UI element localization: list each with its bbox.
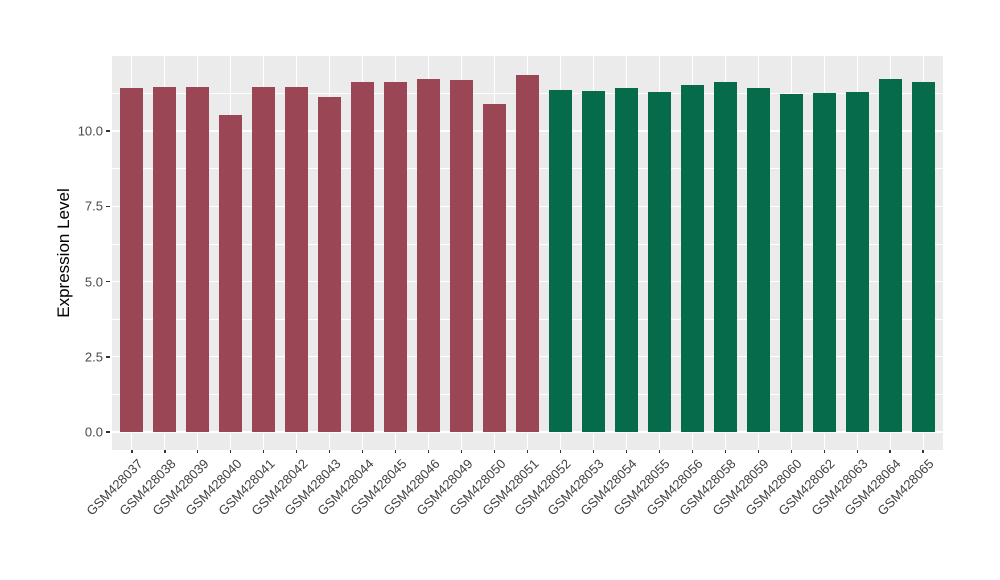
y-tick <box>106 356 110 358</box>
bar-GSM428054 <box>614 87 638 432</box>
x-tick <box>427 450 430 453</box>
x-tick <box>526 450 529 453</box>
bar-GSM428042 <box>285 87 309 432</box>
x-tick <box>691 450 694 453</box>
x-tick <box>493 450 496 453</box>
y-tick-label-5.0: 5.0 <box>84 274 103 290</box>
x-tick <box>295 450 298 453</box>
x-tick <box>262 450 265 453</box>
x-tick <box>625 450 628 453</box>
bar-GSM428049 <box>450 79 474 432</box>
x-tick <box>328 450 331 453</box>
y-tick-label-10.0: 10.0 <box>77 123 103 139</box>
bar-GSM428062 <box>812 93 836 432</box>
bar-GSM428039 <box>186 86 210 432</box>
y-tick <box>106 205 110 208</box>
x-tick <box>131 450 133 453</box>
x-tick <box>229 450 232 453</box>
bar-GSM428064 <box>878 78 902 432</box>
bar-GSM428052 <box>548 89 572 432</box>
bar-GSM428058 <box>713 81 737 432</box>
bar-GSM428051 <box>516 74 539 432</box>
x-tick <box>757 450 760 453</box>
bar-GSM428046 <box>417 78 441 432</box>
x-tick <box>592 450 595 453</box>
x-tick <box>790 450 793 453</box>
bar-GSM428056 <box>680 85 704 432</box>
x-tick <box>394 450 397 453</box>
bar-GSM428065 <box>911 82 935 432</box>
y-tick <box>106 280 110 283</box>
bar-GSM428063 <box>845 92 869 432</box>
x-tick <box>460 450 463 453</box>
bar-GSM428044 <box>351 81 375 432</box>
plot-panel <box>112 56 943 450</box>
x-tick <box>922 450 924 453</box>
x-tick <box>823 450 826 453</box>
y-tick-label-7.5: 7.5 <box>84 198 103 214</box>
bar-GSM428038 <box>153 86 177 432</box>
bar-GSM428045 <box>384 82 408 432</box>
y-tick-label-2.5: 2.5 <box>84 349 103 365</box>
x-tick <box>889 450 891 453</box>
bar-GSM428053 <box>581 91 605 432</box>
bar-GSM428040 <box>219 115 243 432</box>
bar-GSM428043 <box>318 97 342 432</box>
bar-GSM428041 <box>252 87 276 432</box>
y-tick <box>106 431 110 433</box>
x-tick <box>658 450 661 453</box>
bar-GSM428059 <box>746 87 770 432</box>
y-tick-label-0.0: 0.0 <box>84 424 103 440</box>
x-tick <box>559 450 562 453</box>
x-tick <box>196 450 199 453</box>
x-tick <box>361 450 364 453</box>
x-tick <box>164 450 166 453</box>
x-tick <box>856 450 858 453</box>
x-tick <box>724 450 727 453</box>
bar-GSM428050 <box>483 104 507 432</box>
bar-GSM428055 <box>647 92 671 432</box>
bar-GSM428037 <box>120 88 144 432</box>
y-tick <box>106 130 110 132</box>
bar-GSM428060 <box>779 94 803 432</box>
